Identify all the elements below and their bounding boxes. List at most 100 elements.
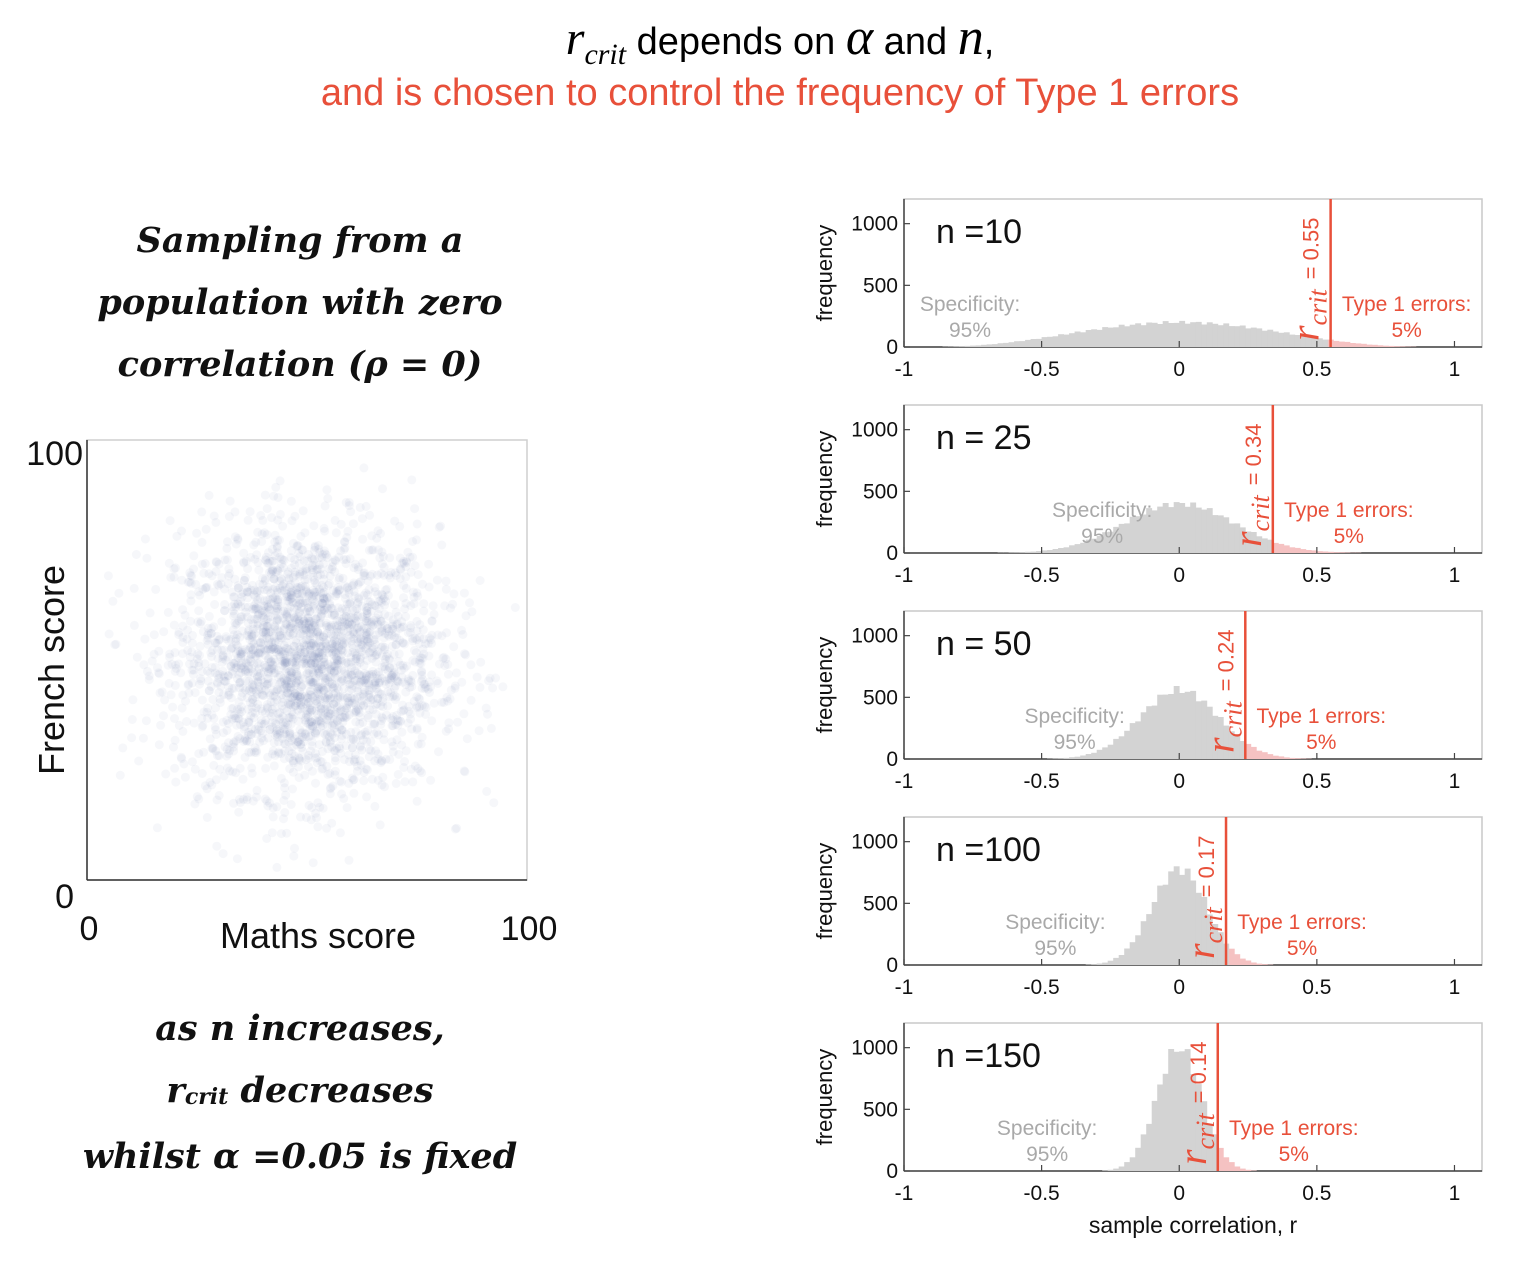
- scatter-point: [446, 603, 455, 613]
- scatter-point: [252, 667, 262, 677]
- scatter-point: [316, 704, 326, 714]
- scatter-point: [333, 664, 343, 674]
- scatter-point: [280, 808, 290, 817]
- specificity-value: 95%: [1034, 937, 1076, 960]
- scatter-point: [301, 625, 311, 635]
- scatter-point: [300, 647, 310, 657]
- scatter-point: [177, 754, 187, 764]
- scatter-point: [258, 623, 268, 633]
- scatter-point: [304, 732, 314, 742]
- scatter-point: [238, 774, 248, 784]
- scatter-point: [382, 584, 392, 594]
- scatter-point: [335, 706, 345, 716]
- scatter-point: [268, 594, 278, 604]
- scatter-point: [303, 693, 313, 703]
- specificity-bar: [1102, 327, 1109, 347]
- scatter-point: [260, 650, 270, 660]
- scatter-point: [287, 647, 297, 657]
- specificity-bar: [1069, 333, 1075, 347]
- scatter-point: [362, 630, 372, 640]
- scatter-point: [413, 739, 423, 749]
- scatter-point: [245, 737, 255, 747]
- scatter-point: [304, 618, 314, 628]
- scatter-point: [345, 696, 355, 706]
- scatter-point: [305, 669, 314, 679]
- scatter-point: [412, 616, 422, 626]
- scatter-point: [264, 640, 274, 650]
- type1-bar: [1256, 963, 1263, 965]
- scatter-point: [269, 738, 279, 748]
- scatter-point: [255, 586, 265, 596]
- scatter-point: [304, 616, 314, 626]
- scatter-point: [187, 665, 197, 675]
- specificity-bar: [1063, 757, 1070, 759]
- scatter-point: [313, 822, 323, 832]
- scatter-point: [315, 641, 325, 651]
- scatter-point: [293, 588, 303, 598]
- scatter-point: [285, 651, 295, 661]
- x-tick-label: 1: [1449, 1182, 1461, 1205]
- scatter-point: [286, 685, 296, 695]
- scatter-point: [322, 761, 332, 771]
- scatter-point: [178, 632, 188, 642]
- scatter-point: [272, 732, 282, 742]
- scatter-point: [323, 604, 333, 614]
- scatter-point: [285, 733, 295, 743]
- scatter-point: [337, 725, 347, 735]
- scatter-point: [361, 623, 371, 633]
- specificity-bar: [1184, 1049, 1191, 1171]
- specificity-bar: [1162, 694, 1169, 759]
- scatter-point: [484, 676, 494, 686]
- scatter-point: [388, 721, 398, 731]
- scatter-point: [303, 556, 312, 566]
- scatter-point: [285, 614, 295, 623]
- scatter-point: [210, 600, 220, 609]
- scatter-point: [320, 501, 330, 511]
- scatter-point: [254, 649, 264, 659]
- scatter-point: [149, 630, 159, 640]
- scatter-point: [405, 683, 415, 692]
- scatter-point: [394, 749, 404, 759]
- scatter-point: [297, 728, 306, 738]
- scatter-point: [314, 631, 324, 641]
- scatter-point: [338, 717, 348, 727]
- scatter-point: [335, 722, 345, 732]
- scatter-point: [282, 608, 292, 617]
- specificity-bar: [1151, 705, 1158, 759]
- scatter-point: [218, 666, 228, 676]
- scatter-point: [294, 690, 304, 700]
- type1-bar: [1360, 343, 1367, 347]
- x-tick-label: 0.5: [1302, 770, 1331, 793]
- scatter-point: [288, 623, 298, 633]
- scatter-point: [349, 735, 359, 744]
- scatter-point: [368, 705, 378, 715]
- scatter-point: [300, 528, 310, 538]
- scatter-point: [229, 683, 239, 693]
- scatter-point: [245, 654, 255, 664]
- specificity-bar: [1217, 932, 1224, 965]
- scatter-point: [327, 679, 337, 689]
- type1-bar: [1250, 962, 1257, 965]
- specificity-bar: [1190, 690, 1197, 759]
- scatter-point: [326, 705, 335, 715]
- scatter-point: [343, 582, 353, 592]
- scatter-point: [296, 629, 306, 639]
- type1-bar: [1311, 550, 1318, 553]
- scatter-point: [243, 602, 253, 612]
- scatter-point: [320, 526, 330, 536]
- scatter-point: [367, 653, 377, 663]
- scatter-point: [325, 599, 335, 609]
- type1-bar: [1245, 743, 1252, 759]
- scatter-point: [357, 745, 367, 755]
- scatter-point: [334, 707, 344, 717]
- scatter-point: [249, 540, 259, 550]
- specificity-bar: [1118, 736, 1125, 759]
- scatter-point: [343, 648, 353, 658]
- scatter-point: [256, 668, 265, 678]
- scatter-point: [326, 629, 336, 639]
- scatter-point: [489, 798, 499, 808]
- scatter-point: [309, 545, 319, 555]
- scatter-point: [224, 738, 233, 748]
- scatter-point: [235, 649, 245, 659]
- scatter-point: [344, 680, 354, 689]
